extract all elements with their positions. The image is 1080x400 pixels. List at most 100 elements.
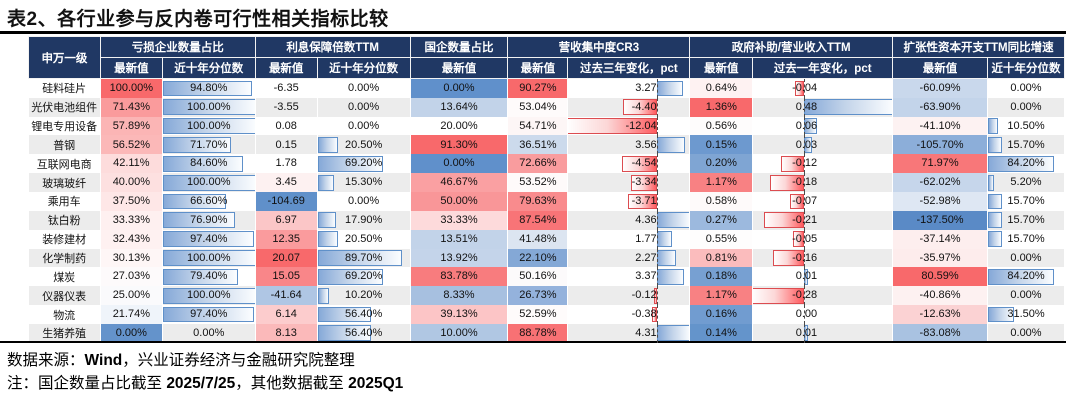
zero-axis-line xyxy=(804,97,806,117)
cell-cr3_latest: 87.54% xyxy=(507,210,569,230)
cell-capex_ttm_yoy_latest: -12.63% xyxy=(892,305,988,324)
row-label: 普钢 xyxy=(28,135,101,155)
column-header-shenwan: 申万一级 xyxy=(28,36,101,79)
table-bottom-divider xyxy=(0,341,1066,343)
cell-interest_pctile_10y: 10.20% xyxy=(317,286,411,306)
cell-cr3_latest: 53.04% xyxy=(507,97,569,117)
cell-subsidy_chg_1y_pct: 0.48 xyxy=(752,97,894,117)
sub-header: 过去一年变化，pct xyxy=(752,57,894,79)
cell-subsidy_rev_ttm_latest: 0.14% xyxy=(689,323,754,343)
cell-value: 52.59% xyxy=(519,308,557,321)
cell-value: 71.70% xyxy=(190,138,228,151)
cell-subsidy_chg_1y_pct: -0.28 xyxy=(752,286,894,306)
cell-capex_pctile_10y: 15.70% xyxy=(987,192,1066,211)
cell-loss_pctile_10y: 100.00% xyxy=(162,286,256,306)
cell-cr3_chg_3y_pct: -3.34 xyxy=(567,173,691,193)
cell-value: 41.48% xyxy=(519,232,557,245)
cell-value: 1.17% xyxy=(705,289,737,302)
cell-subsidy_chg_1y_pct: 0.06 xyxy=(752,116,894,136)
zero-axis-line xyxy=(657,305,659,324)
cell-value: 3.27 xyxy=(635,82,657,94)
group-header: 扩张性资本开支TTM同比增速 xyxy=(892,36,1065,58)
negative-change-bar xyxy=(630,174,658,191)
cell-value: 15.70% xyxy=(1007,195,1045,208)
cell-soe_share_latest: 0.00% xyxy=(410,154,509,174)
cell-value: 84.20% xyxy=(1007,157,1045,170)
cell-loss_pctile_10y: 79.40% xyxy=(162,267,256,287)
zero-axis-line xyxy=(804,267,806,287)
cell-cr3_latest: 88.78% xyxy=(507,323,569,343)
cell-interest_cover_ttm_latest: 6.97 xyxy=(255,210,318,230)
cell-subsidy_rev_ttm_latest: 0.20% xyxy=(689,154,754,174)
cell-value: 37.50% xyxy=(112,195,150,208)
percentile-bar xyxy=(162,287,255,304)
cell-interest_cover_ttm_latest: -104.69 xyxy=(255,192,318,211)
cell-interest_cover_ttm_latest: -6.35 xyxy=(255,78,318,98)
cell-value: 0.01 xyxy=(795,326,818,339)
cell-capex_pctile_10y: 0.00% xyxy=(987,78,1066,98)
cell-value: 0.00% xyxy=(1010,82,1042,94)
percentile-bar xyxy=(317,268,384,285)
cell-loss_pctile_10y: 0.00% xyxy=(162,323,256,343)
cell-value: -62.02% xyxy=(919,176,961,189)
cell-subsidy_rev_ttm_latest: 0.56% xyxy=(689,116,754,136)
cell-value: 88.78% xyxy=(519,326,557,339)
cell-value: 100.00% xyxy=(187,119,231,132)
row-label: 钛白粉 xyxy=(28,210,101,230)
cell-value: 0.48 xyxy=(795,100,818,113)
negative-change-bar xyxy=(769,174,805,191)
zero-axis-line xyxy=(657,267,659,287)
percentile-bar xyxy=(987,193,1002,210)
cell-value: -0.16 xyxy=(792,251,818,264)
cell-soe_share_latest: 91.30% xyxy=(410,135,509,155)
data-source-note: 数据来源：Wind，兴业证券经济与金融研究院整理 xyxy=(7,348,355,370)
cell-value: 79.40% xyxy=(190,270,228,283)
cell-interest_pctile_10y: 0.00% xyxy=(317,97,411,117)
zero-axis-line xyxy=(804,192,806,211)
cell-interest_cover_ttm_latest: 8.13 xyxy=(255,323,318,343)
zero-axis-line xyxy=(657,323,659,343)
cell-value: 10.50% xyxy=(1007,119,1045,132)
zero-axis-line xyxy=(657,210,659,230)
cell-value: 3.45 xyxy=(275,176,297,189)
cell-value: -4.54 xyxy=(631,157,657,170)
cell-soe_share_latest: 13.64% xyxy=(410,97,509,117)
cell-value: 53.52% xyxy=(519,176,557,189)
cell-value: 0.00% xyxy=(1010,289,1042,302)
cell-interest_cover_ttm_latest: 1.78 xyxy=(255,154,318,174)
cell-value: 79.63% xyxy=(519,195,557,208)
cell-value: 10.00% xyxy=(440,326,478,339)
cell-subsidy_chg_1y_pct: -0.12 xyxy=(752,154,894,174)
row-label: 互联网电商 xyxy=(28,154,101,174)
cell-cr3_latest: 90.27% xyxy=(507,78,569,98)
cell-loss_latest: 33.33% xyxy=(100,210,163,230)
percentile-bar xyxy=(987,306,1014,323)
cell-value: 0.15 xyxy=(275,138,297,151)
cell-loss_pctile_10y: 100.00% xyxy=(162,116,256,136)
cell-interest_cover_ttm_latest: 3.45 xyxy=(255,173,318,193)
cell-value: -0.18 xyxy=(792,176,818,189)
cell-value: 15.70% xyxy=(1007,138,1045,151)
cell-loss_latest: 42.11% xyxy=(100,154,163,174)
percentile-bar xyxy=(317,306,372,323)
row-label: 化学制药 xyxy=(28,248,101,268)
table-row: 化学制药 30.13% 100.00% 20.07 89.70% 13.92% 22.10%… xyxy=(28,248,1066,268)
sub-header: 最新值 xyxy=(99,57,163,79)
cell-value: -41.64 xyxy=(270,289,302,302)
zero-axis-line xyxy=(804,248,806,268)
percentile-bar xyxy=(317,231,339,248)
percentile-bar xyxy=(987,118,998,134)
cell-value: 90.27% xyxy=(519,82,557,94)
cell-capex_pctile_10y: 15.70% xyxy=(987,135,1066,155)
cell-value: 0.00% xyxy=(348,195,380,208)
cell-value: 0.14% xyxy=(705,326,737,339)
cell-loss_latest: 56.52% xyxy=(100,135,163,155)
cell-value: 1.78 xyxy=(275,157,297,170)
negative-change-bar xyxy=(654,287,658,304)
cell-capex_pctile_10y: 84.20% xyxy=(987,267,1066,287)
cell-value: 0.55% xyxy=(705,232,737,245)
cell-interest_cover_ttm_latest: 0.15 xyxy=(255,135,318,155)
zero-axis-line xyxy=(657,229,659,249)
percentile-bar xyxy=(162,99,255,116)
cell-capex_ttm_yoy_latest: -35.97% xyxy=(892,248,988,268)
